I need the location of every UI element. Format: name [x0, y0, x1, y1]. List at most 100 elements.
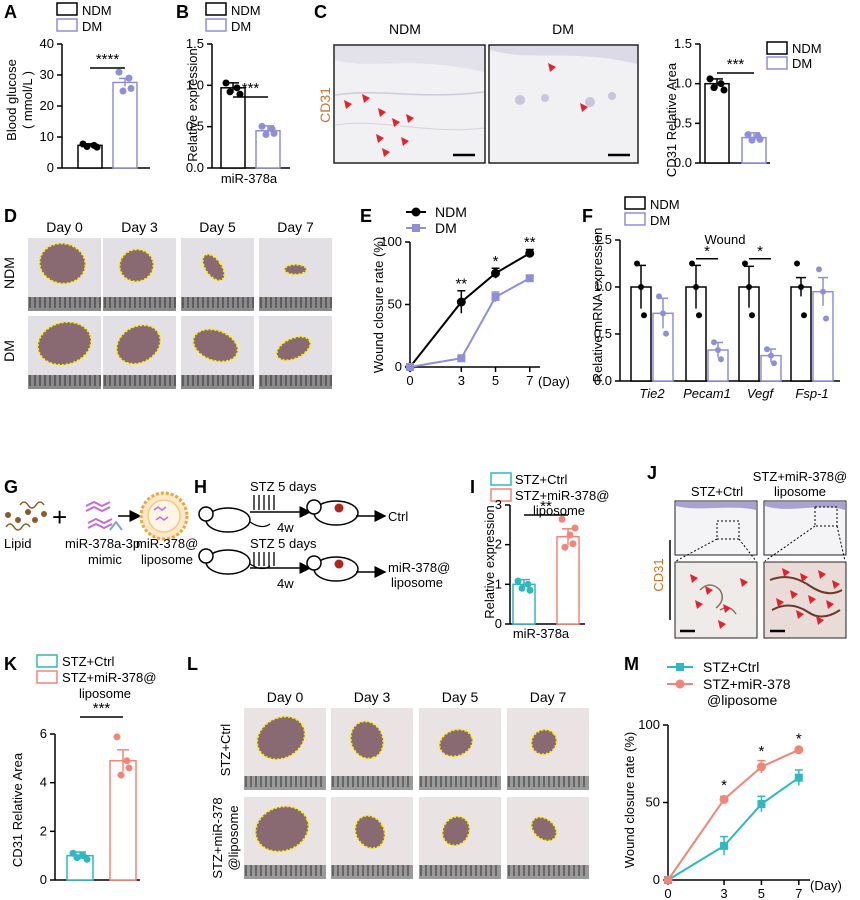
- data-point: [711, 339, 717, 346]
- vessel-arrow: [796, 610, 804, 619]
- row-label: DM: [1, 340, 17, 362]
- y-tick-label: 4: [40, 775, 47, 790]
- injection-arrows-1: [253, 495, 275, 510]
- data-point: [113, 733, 121, 741]
- x-tick-label: Pecam1: [683, 386, 731, 401]
- panel-label-k: K: [4, 654, 17, 674]
- y-tick-label: 10: [40, 129, 54, 144]
- data-point: [117, 771, 125, 779]
- legend-swatch-ndm: [624, 196, 646, 210]
- wound-area: [275, 335, 312, 362]
- bar: [704, 82, 730, 164]
- y-tick-label: 0.5: [186, 119, 204, 134]
- mouse-icon-stz-2: [198, 548, 271, 575]
- series-line: [667, 748, 800, 881]
- row-label-ctrl: STZ+Ctrl: [218, 724, 233, 776]
- significance-label: *: [757, 243, 763, 260]
- data-point: [558, 515, 566, 523]
- y-tick-label: 0.5: [594, 326, 612, 341]
- x-axis-unit-e: (Day): [538, 374, 570, 389]
- legend-label-ctrl: STZ+Ctrl: [515, 472, 567, 487]
- zoom-guide: [738, 538, 757, 562]
- wound-area: [201, 253, 226, 282]
- significance-label: ***: [93, 700, 111, 717]
- vessel-arrow: [382, 148, 390, 157]
- wound-area: [441, 815, 471, 847]
- x-tick-label: Fsp-1: [795, 386, 828, 401]
- y-tick-label: 2: [40, 823, 47, 838]
- y-tick-label: 1.0: [186, 77, 204, 92]
- legend-a: NDM DM: [56, 2, 112, 34]
- liposome-label-line2: liposome: [141, 552, 193, 567]
- chart-m: 0 50 100 0 3 5 7 * * *: [638, 717, 810, 900]
- data-point: [233, 84, 241, 92]
- data-point: [115, 68, 123, 76]
- treatment-label-line1: miR-378@: [388, 560, 450, 575]
- significance-label: **: [524, 234, 536, 251]
- y-tick-label: 0.0: [594, 373, 612, 388]
- x-tick-label: 5: [758, 886, 765, 900]
- cd31-stain-label-j: CD31: [651, 558, 666, 591]
- data-point: [514, 577, 522, 585]
- legend-label-ndm: NDM: [435, 204, 467, 220]
- data-point: [73, 854, 81, 862]
- y-tick-label: 0: [653, 872, 660, 887]
- series-line: [409, 277, 531, 368]
- significance-label: **: [540, 498, 552, 515]
- mimic-icon: [85, 500, 123, 531]
- image-column-label-mir-line2: liposome: [774, 484, 826, 499]
- row-label-mir-line1: STZ+miR-378: [210, 797, 225, 878]
- wound-photo-grid-d: Day 0 Day 3 Day 5 Day 7 NDM DM: [1, 219, 332, 389]
- data-point: [742, 260, 748, 267]
- data-point: [491, 293, 500, 301]
- time-label-2: 4w: [277, 576, 294, 591]
- panel-label-h: H: [194, 477, 207, 497]
- data-point: [756, 762, 766, 772]
- histology-image-dm: [488, 44, 639, 164]
- chart-a: 0 10 20 30 40 ****: [40, 36, 150, 175]
- y-axis-label-e: Wound closure rate (%): [371, 237, 386, 373]
- legend-k: STZ+Ctrl STZ+miR-378@ liposome: [36, 654, 156, 701]
- data-point: [491, 268, 501, 278]
- y-tick-label: 0: [495, 616, 502, 631]
- data-point: [524, 580, 532, 588]
- panel-label-g: G: [4, 477, 18, 497]
- legend-m: STZ+Ctrl STZ+miR-378 @liposome: [667, 659, 791, 708]
- data-point: [634, 260, 640, 267]
- data-point: [571, 524, 579, 532]
- legend-swatch-ndm: [56, 2, 78, 16]
- legend-label-mir-line2: liposome: [79, 686, 131, 701]
- legend-swatch-dm: [56, 18, 78, 32]
- day-label: Day 5: [442, 689, 479, 705]
- y-axis-label-k: CD31 Relative Area: [10, 752, 25, 867]
- y-tick-label: 1.0: [674, 76, 692, 91]
- wound-area: [283, 263, 308, 276]
- legend-label-ctrl: STZ+Ctrl: [62, 654, 114, 669]
- plus-sign: +: [52, 502, 67, 532]
- y-axis-unit-a: ( mmol/L ): [20, 71, 35, 129]
- data-point: [125, 764, 133, 772]
- y-tick-label: 0: [47, 160, 54, 175]
- data-point: [756, 135, 764, 143]
- y-tick-label: 3: [495, 497, 502, 512]
- y-axis-label-i: Relative expression: [482, 505, 497, 618]
- bar: [109, 760, 137, 881]
- histology-image-ctrl-zoom: [674, 561, 758, 639]
- vessel-arrow: [808, 595, 816, 604]
- y-tick-label: 40: [40, 36, 54, 51]
- data-point: [693, 284, 699, 290]
- legend-swatch-ndm: [766, 41, 788, 55]
- image-column-label-ctrl: STZ+Ctrl: [691, 484, 743, 499]
- panel-label-d: D: [4, 206, 17, 226]
- data-point: [262, 131, 270, 139]
- x-tick-label: Vegf: [747, 386, 775, 401]
- panel-label-j: J: [647, 463, 657, 483]
- histology-image-mir-overview: [763, 500, 847, 556]
- wound-area: [254, 805, 310, 853]
- wound-area: [118, 248, 155, 283]
- y-tick-label: 100: [380, 234, 402, 249]
- data-point: [746, 284, 752, 290]
- vessel-arrow: [818, 570, 826, 579]
- liposome-label-line1: miR-378@: [136, 536, 198, 551]
- y-tick-label: 30: [40, 67, 54, 82]
